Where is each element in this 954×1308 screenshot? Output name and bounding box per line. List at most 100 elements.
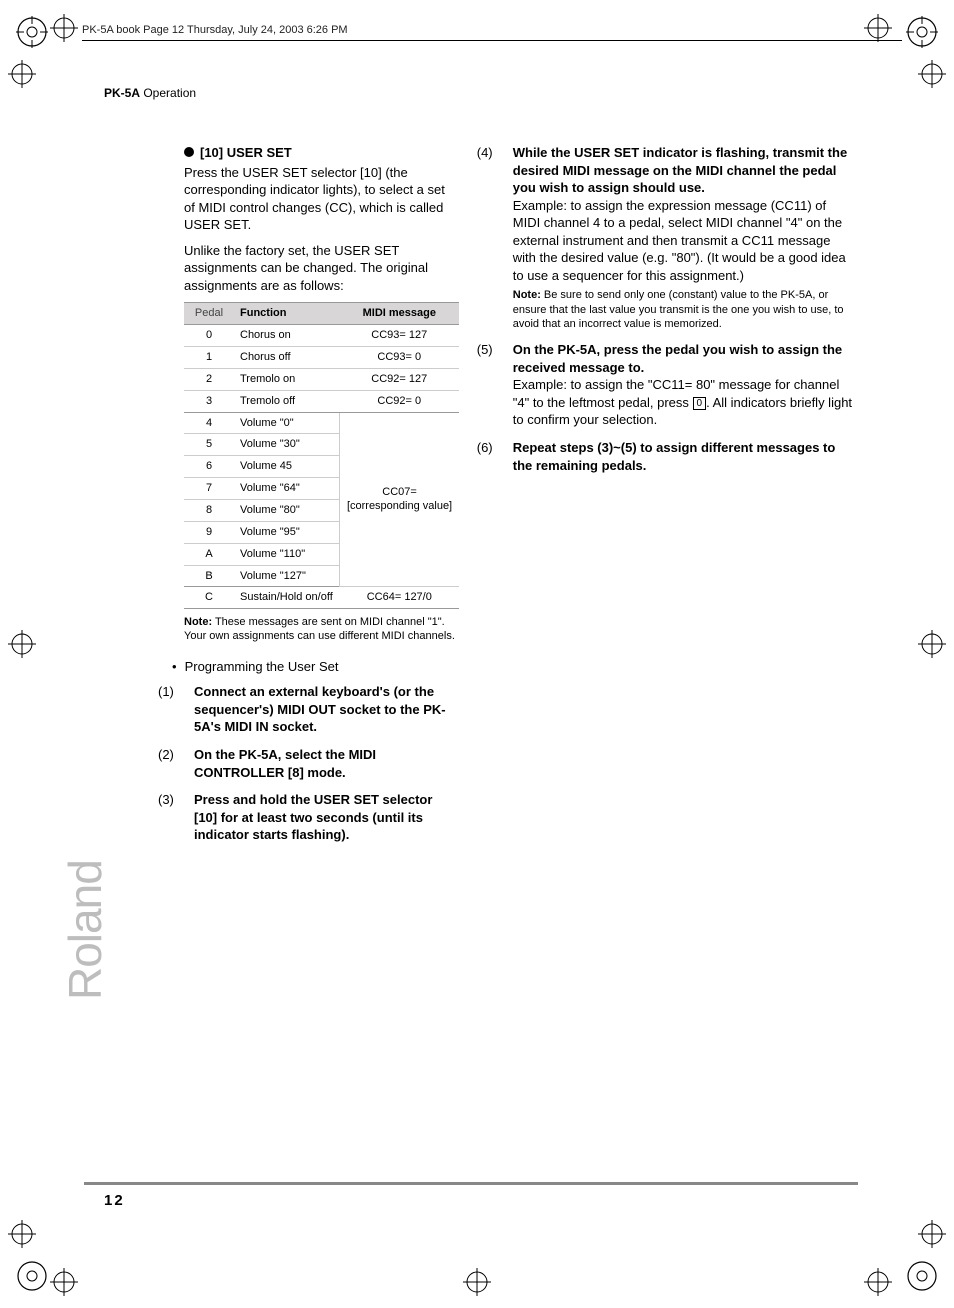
table-row: C Sustain/Hold on/off CC64= 127/0 xyxy=(184,587,459,609)
page-content: PK-5A Operation [10] USER SET Press the … xyxy=(104,86,856,854)
cell-msg: CC64= 127/0 xyxy=(340,587,459,609)
corner-mark-icon xyxy=(16,1260,48,1292)
cell-func: Chorus on xyxy=(234,325,340,347)
bullet-icon xyxy=(184,147,194,157)
step: (6) Repeat steps (3)~(5) to assign diffe… xyxy=(477,439,856,474)
step-note: Note: Be sure to send only one (constant… xyxy=(513,288,856,331)
cell-func: Volume "95" xyxy=(234,521,340,543)
programming-bullet-text: Programming the User Set xyxy=(185,658,339,676)
cell-pedal: A xyxy=(184,543,234,565)
registration-mark-icon xyxy=(8,1220,36,1248)
cell-pedal: 4 xyxy=(184,412,234,434)
user-set-heading: [10] USER SET xyxy=(184,144,459,162)
cell-pedal: 0 xyxy=(184,325,234,347)
cell-pedal: 2 xyxy=(184,368,234,390)
col-function: Function xyxy=(234,303,340,325)
table-note: Note: These messages are sent on MIDI ch… xyxy=(184,615,459,644)
step-lead: On the PK-5A, select the MIDI CONTROLLER… xyxy=(194,747,376,780)
bullet-dot-icon: • xyxy=(172,658,177,676)
user-set-heading-text: [10] USER SET xyxy=(200,144,292,162)
table-row: 4 Volume "0"CC07=[corresponding value] xyxy=(184,412,459,434)
registration-mark-icon xyxy=(918,630,946,658)
cell-pedal: 3 xyxy=(184,390,234,412)
registration-mark-icon xyxy=(918,60,946,88)
step-lead: Press and hold the USER SET selector [10… xyxy=(194,792,432,842)
user-set-para-2: Unlike the factory set, the USER SET ass… xyxy=(184,242,459,295)
cell-msg-span: CC07=[corresponding value] xyxy=(340,412,459,587)
step-body: Press and hold the USER SET selector [10… xyxy=(194,791,459,844)
step-body: On the PK-5A, select the MIDI CONTROLLER… xyxy=(194,746,459,781)
step-lead: While the USER SET indicator is flashing… xyxy=(513,145,847,195)
note-text: These messages are sent on MIDI channel … xyxy=(184,616,455,642)
programming-bullet: • Programming the User Set xyxy=(172,658,459,676)
cell-msg: CC93= 0 xyxy=(340,347,459,369)
registration-mark-icon xyxy=(50,14,78,42)
registration-mark-icon xyxy=(50,1268,78,1296)
col-pedal: Pedal xyxy=(184,303,234,325)
left-column: [10] USER SET Press the USER SET selecto… xyxy=(104,144,459,854)
cell-pedal: 8 xyxy=(184,499,234,521)
step-lead: Repeat steps (3)~(5) to assign different… xyxy=(513,440,836,473)
footer-rule xyxy=(84,1182,858,1185)
table-row: 3 Tremolo off CC92= 0 xyxy=(184,390,459,412)
cell-func: Volume "110" xyxy=(234,543,340,565)
step-number: (2) xyxy=(158,746,184,781)
step-number: (3) xyxy=(158,791,184,844)
cell-pedal: 7 xyxy=(184,478,234,500)
cell-func: Volume "0" xyxy=(234,412,340,434)
header-rule xyxy=(82,40,902,41)
right-column: (4) While the USER SET indicator is flas… xyxy=(503,144,856,854)
step-number: (6) xyxy=(477,439,503,474)
cell-pedal: 6 xyxy=(184,456,234,478)
table-row: 1 Chorus off CC93= 0 xyxy=(184,347,459,369)
section-title: PK-5A Operation xyxy=(104,86,856,100)
cell-pedal: B xyxy=(184,565,234,587)
table-row: 0 Chorus on CC93= 127 xyxy=(184,325,459,347)
step-body: Connect an external keyboard's (or the s… xyxy=(194,683,459,736)
corner-mark-icon xyxy=(906,1260,938,1292)
step-number: (5) xyxy=(477,341,503,429)
step-body: Repeat steps (3)~(5) to assign different… xyxy=(513,439,856,474)
registration-mark-icon xyxy=(918,1220,946,1248)
cell-msg: CC92= 127 xyxy=(340,368,459,390)
corner-mark-icon xyxy=(16,16,48,48)
note-label: Note: xyxy=(184,616,212,628)
step: (3) Press and hold the USER SET selector… xyxy=(158,791,459,844)
cell-func: Volume 45 xyxy=(234,456,340,478)
step-lead: Connect an external keyboard's (or the s… xyxy=(194,684,446,734)
registration-mark-icon xyxy=(864,1268,892,1296)
step: (4) While the USER SET indicator is flas… xyxy=(477,144,856,331)
brand-watermark: Roland xyxy=(58,860,112,1000)
cell-msg: CC93= 127 xyxy=(340,325,459,347)
cell-func: Tremolo off xyxy=(234,390,340,412)
print-header: PK-5A book Page 12 Thursday, July 24, 20… xyxy=(82,24,902,41)
midi-table: Pedal Function MIDI message 0 Chorus on … xyxy=(184,302,459,609)
section-title-rest: Operation xyxy=(140,86,196,100)
step: (5) On the PK-5A, press the pedal you wi… xyxy=(477,341,856,429)
page-number: 12 xyxy=(104,1192,125,1209)
step-tail: Example: to assign the "CC11= 80" messag… xyxy=(513,377,852,427)
print-header-text: PK-5A book Page 12 Thursday, July 24, 20… xyxy=(82,24,348,36)
registration-mark-icon xyxy=(463,1268,491,1296)
corner-mark-icon xyxy=(906,16,938,48)
cell-pedal: 9 xyxy=(184,521,234,543)
step-number: (1) xyxy=(158,683,184,736)
step-body: On the PK-5A, press the pedal you wish t… xyxy=(513,341,856,429)
col-message: MIDI message xyxy=(340,303,459,325)
step-number: (4) xyxy=(477,144,503,331)
step-body: While the USER SET indicator is flashing… xyxy=(513,144,856,331)
section-title-bold: PK-5A xyxy=(104,86,140,100)
step: (2) On the PK-5A, select the MIDI CONTRO… xyxy=(158,746,459,781)
cell-func: Volume "80" xyxy=(234,499,340,521)
user-set-para-1: Press the USER SET selector [10] (the co… xyxy=(184,164,459,234)
table-row: 2 Tremolo on CC92= 127 xyxy=(184,368,459,390)
cell-func: Volume "30" xyxy=(234,434,340,456)
step-tail: Example: to assign the expression messag… xyxy=(513,198,846,283)
cell-pedal: C xyxy=(184,587,234,609)
boxed-key: 0 xyxy=(693,397,707,410)
cell-pedal: 5 xyxy=(184,434,234,456)
cell-msg: CC92= 0 xyxy=(340,390,459,412)
step-lead: On the PK-5A, press the pedal you wish t… xyxy=(513,342,842,375)
step: (1) Connect an external keyboard's (or t… xyxy=(158,683,459,736)
cell-func: Chorus off xyxy=(234,347,340,369)
